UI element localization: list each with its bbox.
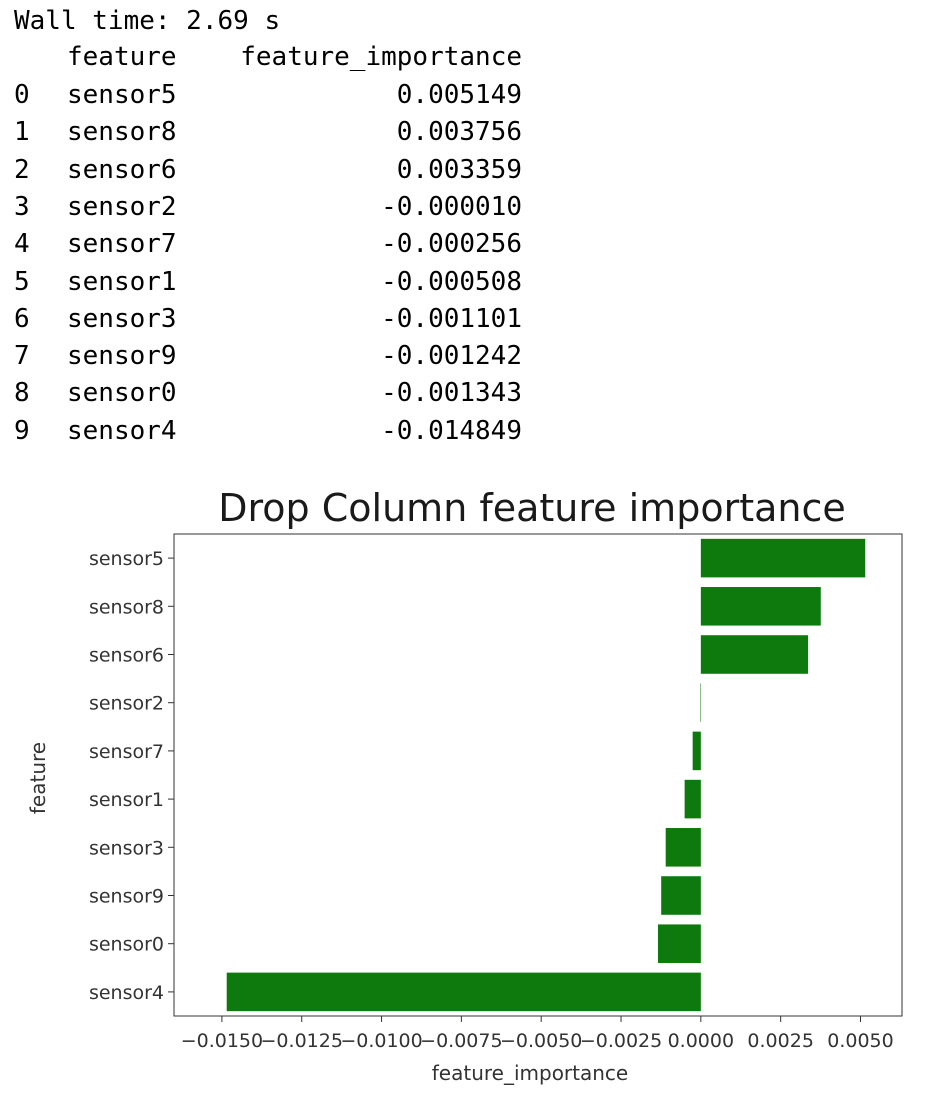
table-row-index: 2	[14, 154, 30, 185]
x-tick-label: 0.0050	[827, 1030, 893, 1052]
bar-sensor5	[700, 538, 866, 578]
x-ticks: −0.0150−0.0125−0.0100−0.0075−0.0050−0.00…	[181, 1016, 894, 1052]
bar-sensor9	[661, 876, 701, 915]
table-row-value: -0.000256	[381, 229, 522, 260]
table-row-value: -0.001343	[381, 378, 522, 409]
table-row-value: -0.000508	[381, 266, 522, 297]
table-row-value: -0.001242	[381, 341, 522, 372]
bar-sensor7	[692, 731, 701, 771]
x-tick-label: −0.0050	[500, 1030, 582, 1052]
y-tick-label: sensor4	[89, 982, 164, 1004]
x-tick-label: 0.0025	[747, 1030, 813, 1052]
y-tick-label: sensor7	[89, 741, 164, 763]
x-tick-label: −0.0125	[261, 1030, 343, 1052]
y-tick-label: sensor6	[89, 645, 164, 667]
y-tick-label: sensor9	[89, 886, 164, 908]
plot-frame	[173, 533, 903, 1017]
x-tick-label: −0.0025	[580, 1030, 662, 1052]
table-row-index: 5	[14, 266, 30, 297]
table-row-value: 0.003756	[396, 117, 522, 148]
table-row-feature: sensor7	[67, 229, 177, 260]
table-row-feature: sensor4	[67, 415, 177, 446]
table-header-feature: feature	[67, 42, 177, 72]
bar-sensor6	[700, 635, 809, 674]
y-tick-label: sensor2	[89, 693, 164, 715]
bar-sensor4	[226, 972, 701, 1012]
x-axis-label: feature_importance	[432, 1061, 628, 1085]
table-row-feature: sensor0	[67, 378, 177, 409]
table-row-index: 1	[14, 117, 30, 148]
y-ticks: sensor5 sensor8 sensor6 sensor2 sensor7 senso…	[89, 548, 174, 1004]
table-row-index: 3	[14, 191, 30, 222]
bar-sensor2	[700, 683, 702, 722]
x-tick-label: −0.0100	[340, 1030, 422, 1052]
table-row-index: 7	[14, 341, 30, 372]
bar-sensor3	[665, 828, 701, 867]
y-tick-label: sensor5	[89, 548, 164, 570]
bars-group	[226, 538, 866, 1012]
table-row-index: 6	[14, 303, 30, 334]
y-tick-label: sensor0	[89, 934, 164, 956]
table-row-feature: sensor3	[67, 303, 177, 334]
y-tick-label: sensor8	[89, 596, 164, 618]
table-row-value: -0.000010	[381, 191, 522, 222]
y-tick-label: sensor3	[89, 837, 164, 859]
chart-title: Drop Column feature importance	[218, 486, 845, 530]
table-row-value: -0.014849	[381, 415, 522, 446]
wall-time-text: Wall time: 2.69 s	[14, 6, 281, 36]
table-row-index: 9	[14, 415, 30, 446]
bar-sensor1	[684, 779, 701, 819]
table-row-feature: sensor5	[67, 80, 177, 110]
table-header-importance: feature_importance	[240, 42, 522, 72]
y-axis-label: feature	[26, 742, 50, 814]
table-row-index: 4	[14, 229, 30, 260]
table-row-value: -0.001101	[381, 303, 522, 334]
x-tick-label: −0.0150	[181, 1030, 263, 1052]
table-row-feature: sensor1	[67, 266, 177, 297]
table-row-index: 0	[14, 80, 30, 110]
table-row-feature: sensor9	[67, 341, 177, 372]
table-row-feature: sensor8	[67, 117, 177, 148]
bar-sensor8	[700, 587, 821, 626]
x-tick-label: −0.0075	[420, 1030, 502, 1052]
table-row-feature: sensor6	[67, 154, 177, 185]
table-row-index: 8	[14, 378, 30, 409]
y-tick-label: sensor1	[89, 789, 164, 811]
x-tick-label: 0.0000	[668, 1030, 734, 1052]
table-row-value: 0.003359	[396, 154, 522, 185]
bar-sensor0	[657, 924, 701, 963]
table-row-feature: sensor2	[67, 191, 177, 222]
table-row-value: 0.005149	[396, 80, 522, 110]
